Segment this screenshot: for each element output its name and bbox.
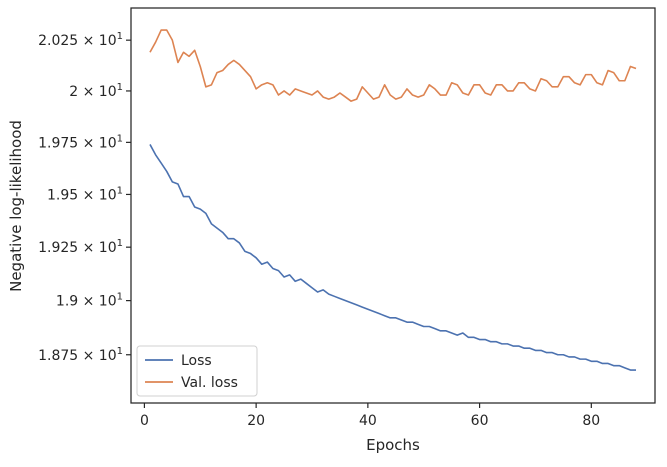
x-axis-ticks: 0 20 40 60 80: [140, 403, 600, 429]
y-tick-label: 1.875 × 101: [38, 346, 123, 364]
y-tick-label: 2 × 101: [69, 82, 123, 100]
y-tick-label: 1.9 × 101: [56, 292, 123, 310]
legend-label: Val. loss: [181, 375, 238, 391]
plot-area: [130, 7, 656, 404]
y-tick-label: 1.925 × 101: [38, 238, 123, 256]
x-tick-label: 60: [471, 413, 489, 429]
y-tick-label: 1.95 × 101: [47, 185, 123, 203]
legend-box: [136, 345, 258, 397]
legend-label: Loss: [181, 353, 212, 369]
series-line-loss: [149, 144, 637, 371]
y-axis-label: Negative log-likelihood: [7, 120, 25, 292]
x-tick-label: 20: [247, 413, 265, 429]
y-tick-label: 2.025 × 101: [38, 31, 123, 49]
x-tick-label: 80: [582, 413, 600, 429]
y-axis-ticks: 1.875 × 101 1.9 × 101 1.925 × 101 1.95 × 10…: [38, 31, 131, 364]
x-axis-label: Epochs: [366, 436, 420, 454]
x-tick-label: 40: [359, 413, 377, 429]
y-tick-label: 1.975 × 101: [38, 133, 123, 151]
series-line-val-loss: [149, 29, 637, 102]
series-lines: [149, 29, 637, 371]
legend: Loss Val. loss: [136, 345, 258, 397]
x-tick-label: 0: [140, 413, 149, 429]
